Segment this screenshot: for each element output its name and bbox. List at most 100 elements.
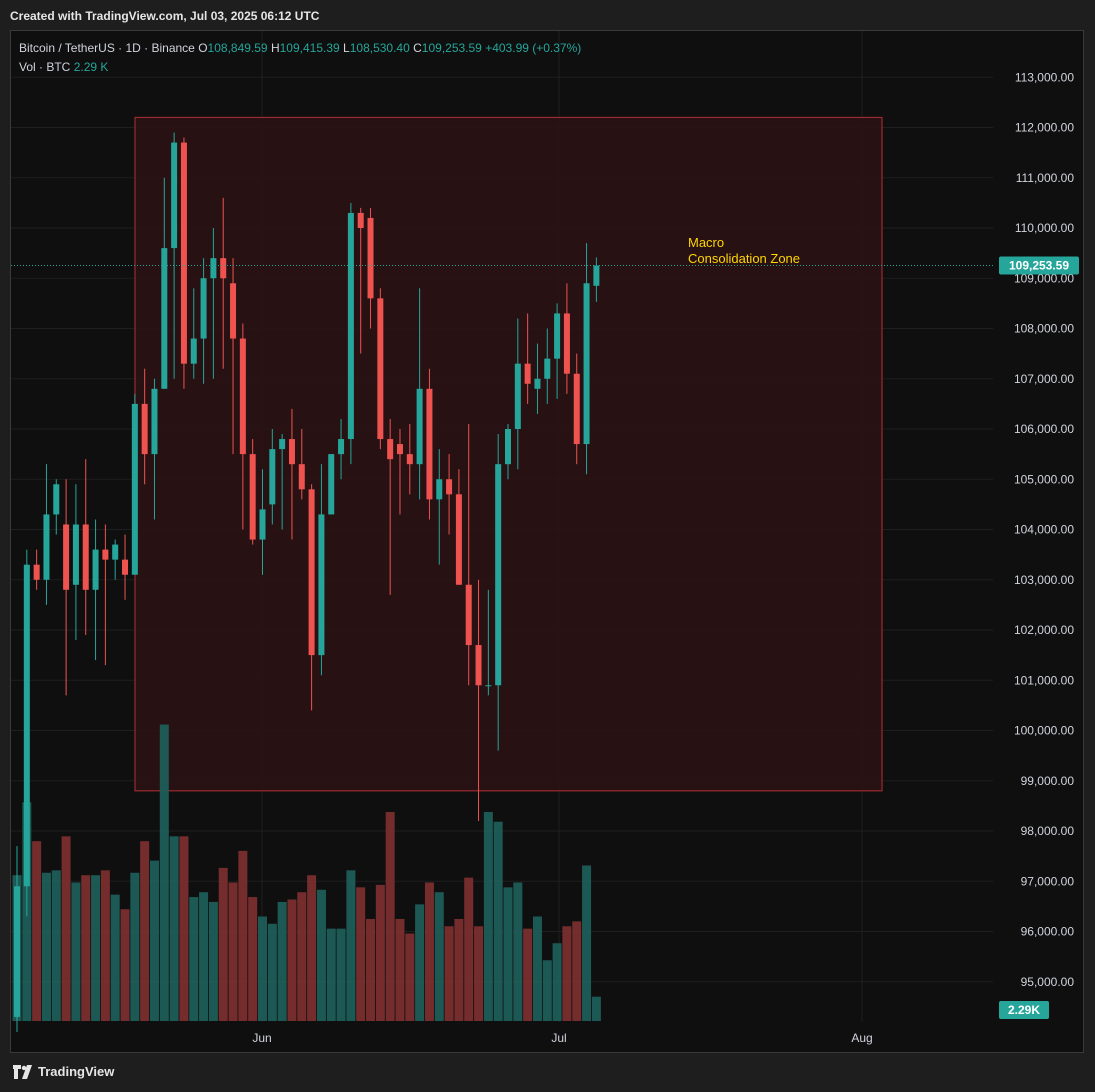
candle-body xyxy=(563,313,570,374)
time-tick-label: Jun xyxy=(252,1031,271,1045)
volume-bar xyxy=(248,897,258,1021)
volume-bar xyxy=(464,877,474,1021)
volume-row: Vol · BTC 2.29 K xyxy=(19,58,581,77)
volume-bar xyxy=(100,870,110,1021)
candle-body xyxy=(288,439,295,465)
volume-bar xyxy=(307,875,317,1021)
volume-bar xyxy=(81,875,91,1021)
candle-body xyxy=(102,549,109,560)
tradingview-logo-icon xyxy=(13,1064,33,1079)
low-label: L xyxy=(343,41,350,55)
candle-body xyxy=(524,363,531,384)
candle-body xyxy=(367,217,374,299)
candle-body xyxy=(465,584,472,646)
volume-bar xyxy=(169,836,179,1021)
volume-bar xyxy=(523,928,533,1021)
price-tick-label: 99,000.00 xyxy=(1021,774,1075,788)
candle-body xyxy=(446,479,453,495)
price-tick-label: 105,000.00 xyxy=(1014,472,1074,486)
price-tick-label: 98,000.00 xyxy=(1021,824,1075,838)
candle-body xyxy=(249,454,256,540)
candle-body xyxy=(14,886,20,1017)
volume-bar xyxy=(218,867,228,1021)
candle-body xyxy=(239,338,246,455)
candle-body xyxy=(230,283,237,339)
price-tick-label: 113,000.00 xyxy=(1015,70,1074,84)
candlesticks xyxy=(14,132,600,1032)
candle-body xyxy=(357,212,364,228)
price-tick-label: 110,000.00 xyxy=(1015,221,1074,235)
volume-bar xyxy=(474,926,484,1021)
time-tick-label: Aug xyxy=(851,1031,872,1045)
candle-body xyxy=(279,439,286,450)
candle-body xyxy=(180,142,187,364)
volume-bar xyxy=(61,836,71,1021)
candle-body xyxy=(23,564,30,887)
volume-label[interactable]: Vol · BTC xyxy=(19,60,71,74)
volume-bar xyxy=(159,724,169,1021)
volume-bar xyxy=(591,996,601,1021)
volume-badge-label: 2.29K xyxy=(1008,1003,1040,1017)
price-tick-label: 109,000.00 xyxy=(1014,271,1074,285)
volume-bar xyxy=(582,865,592,1021)
volume-bars xyxy=(12,724,601,1021)
ohlc-row: Bitcoin / TetherUS · 1D · Binance O108,8… xyxy=(19,39,581,58)
price-tick-label: 101,000.00 xyxy=(1014,673,1074,687)
price-axis: 113,000.00 112,000.00 111,000.00 110,000.00… xyxy=(999,70,1079,1019)
candle-body xyxy=(43,514,50,580)
volume-bar xyxy=(405,933,415,1021)
footer-brand[interactable]: TradingView xyxy=(13,1064,114,1079)
last-price-badge xyxy=(999,256,1079,275)
candle-body xyxy=(387,439,394,460)
volume-bar xyxy=(542,960,552,1021)
candle-body xyxy=(63,524,70,590)
volume-bar xyxy=(366,918,376,1021)
candle-body xyxy=(377,298,384,440)
brand-label: TradingView xyxy=(38,1064,115,1079)
candle-body xyxy=(269,449,276,505)
candle-body xyxy=(200,278,207,339)
price-tick-label: 95,000.00 xyxy=(1021,975,1075,989)
candle-body xyxy=(161,248,168,389)
volume-bar xyxy=(434,892,444,1021)
candle-body xyxy=(318,514,325,656)
price-tick-label: 103,000.00 xyxy=(1014,573,1074,587)
candle-body xyxy=(475,645,482,686)
volume-bar xyxy=(287,899,297,1021)
volume-bar xyxy=(199,892,209,1021)
candle-body xyxy=(426,388,433,500)
candle-body xyxy=(141,403,148,455)
candle-body xyxy=(328,454,335,515)
volume-bar xyxy=(258,916,267,1021)
candle-body xyxy=(298,464,305,490)
candle-body xyxy=(53,484,60,515)
candle-body xyxy=(220,258,227,279)
volume-bar xyxy=(415,904,425,1021)
candle-body xyxy=(554,313,561,359)
symbol-label[interactable]: Bitcoin / TetherUS · 1D · Binance xyxy=(19,41,195,55)
volume-bar xyxy=(91,875,101,1021)
volume-bar xyxy=(444,926,454,1021)
volume-bar xyxy=(424,882,434,1021)
candle-body xyxy=(396,444,403,455)
volume-bar xyxy=(277,901,287,1021)
candle-body xyxy=(82,524,89,590)
volume-bar xyxy=(572,921,582,1021)
candle-body xyxy=(436,479,443,500)
candle-body xyxy=(495,464,502,686)
annotation-line-2[interactable]: Consolidation Zone xyxy=(688,251,800,266)
volume-bar xyxy=(552,943,562,1021)
volume-value: 2.29 K xyxy=(73,60,109,74)
close-value: 109,253.59 xyxy=(421,41,482,55)
created-with-text: Created with TradingView.com, Jul 03, 20… xyxy=(10,9,320,23)
candle-body xyxy=(92,549,99,590)
volume-bar xyxy=(385,812,395,1021)
annotation-line-1[interactable]: Macro xyxy=(688,235,724,250)
volume-bar xyxy=(375,884,385,1021)
candle-body xyxy=(308,489,315,656)
volume-bar xyxy=(71,882,81,1021)
price-tick-label: 108,000.00 xyxy=(1014,322,1074,336)
price-tick-label: 97,000.00 xyxy=(1021,874,1075,888)
volume-bar xyxy=(326,928,336,1021)
